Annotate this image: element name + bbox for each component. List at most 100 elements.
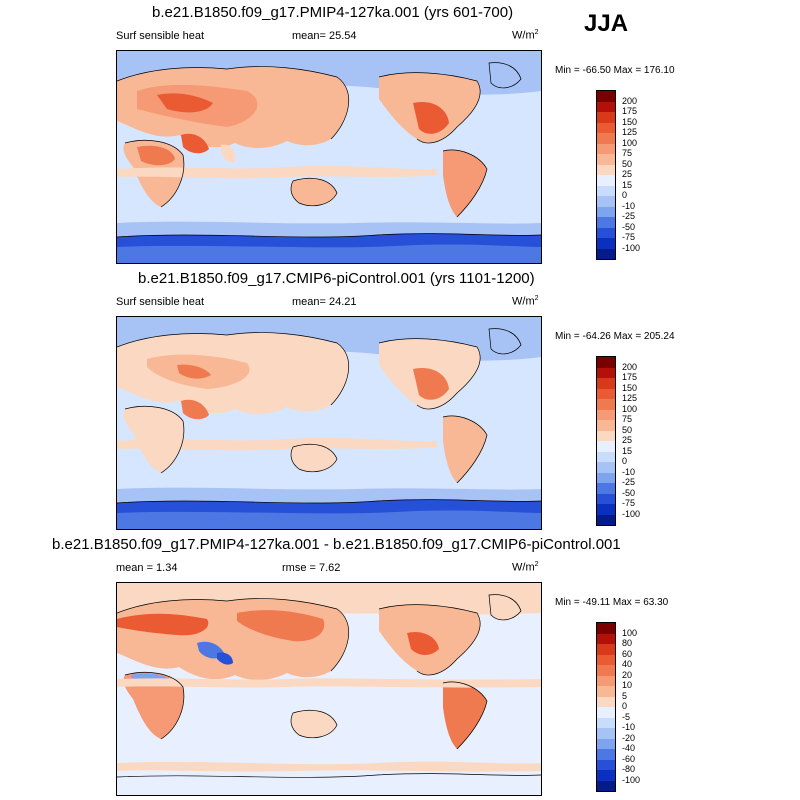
panel-2-colorbar xyxy=(596,356,616,526)
panel-1-colorbar xyxy=(596,90,616,260)
colorbar-segment xyxy=(597,248,615,259)
panel-1-map xyxy=(116,50,542,264)
panel-2-mean-label: mean= 24.21 xyxy=(292,296,357,308)
colorbar-tick-label: 200 xyxy=(622,361,638,372)
colorbar-segment xyxy=(597,514,615,525)
colorbar-segment xyxy=(597,143,615,154)
panel-3-unit-label: W/m2 xyxy=(512,561,539,574)
colorbar-segment xyxy=(597,164,615,175)
panel-1-mean-label: mean= 25.54 xyxy=(292,30,357,42)
colorbar-tick-label: -10 xyxy=(622,722,636,732)
colorbar-segment xyxy=(597,738,615,749)
colorbar-tick-label: -50 xyxy=(622,221,636,232)
colorbar-segment xyxy=(597,483,615,494)
colorbar-tick-label: 50 xyxy=(622,424,633,435)
colorbar-segment xyxy=(597,388,615,399)
colorbar-tick-label: 175 xyxy=(622,372,638,382)
colorbar-segment xyxy=(597,780,615,791)
colorbar-segment xyxy=(597,122,615,133)
panel-3-mean-label: mean = 1.34 xyxy=(116,562,178,574)
colorbar-tick-label: 80 xyxy=(622,638,633,648)
colorbar-segment xyxy=(597,451,615,462)
colorbar-segment xyxy=(597,654,615,665)
colorbar-tick-label: 10 xyxy=(622,680,633,690)
colorbar-tick-label: 150 xyxy=(622,382,638,393)
panel-3-colorbar xyxy=(596,622,616,792)
colorbar-tick-label: -50 xyxy=(622,487,636,498)
colorbar-segment xyxy=(597,675,615,686)
colorbar-tick-label: -75 xyxy=(622,232,636,242)
panel-1-variable-label: Surf sensible heat xyxy=(116,30,205,42)
colorbar-tick-label: -40 xyxy=(622,743,636,753)
panel-1-title: b.e21.B1850.f09_g17.PMIP4-127ka.001 (yrs… xyxy=(152,4,514,21)
colorbar-tick-label: 0 xyxy=(622,190,628,200)
colorbar-tick-label: 125 xyxy=(622,393,638,403)
colorbar-segment xyxy=(597,430,615,441)
colorbar-segment xyxy=(597,420,615,431)
colorbar-tick-label: 0 xyxy=(622,456,628,466)
colorbar-segment xyxy=(597,696,615,707)
colorbar-segment xyxy=(597,644,615,655)
colorbar-segment xyxy=(597,196,615,207)
panel-3-map-graphic xyxy=(117,583,541,795)
colorbar-segment xyxy=(597,504,615,515)
colorbar-tick-label: -100 xyxy=(622,508,641,519)
colorbar-segment xyxy=(597,770,615,781)
colorbar-segment xyxy=(597,154,615,165)
colorbar-segment xyxy=(597,112,615,123)
colorbar-segment xyxy=(597,238,615,249)
colorbar-segment xyxy=(597,399,615,410)
colorbar-tick-label: 5 xyxy=(622,690,628,701)
panel-1-map-graphic xyxy=(117,51,541,263)
colorbar-segment xyxy=(597,227,615,238)
colorbar-segment xyxy=(597,101,615,112)
colorbar-segment xyxy=(597,185,615,196)
colorbar-segment xyxy=(597,749,615,760)
colorbar-tick-label: 175 xyxy=(622,106,638,116)
colorbar-tick-label: -100 xyxy=(622,242,641,253)
colorbar-segment xyxy=(597,357,615,368)
colorbar-tick-label: 40 xyxy=(622,659,633,669)
panel-2-min-max: Min = -64.26 Max = 205.24 xyxy=(555,331,675,342)
colorbar-tick-label: -5 xyxy=(622,711,631,722)
colorbar-tick-label: 100 xyxy=(622,137,638,148)
season-label: JJA xyxy=(584,10,629,37)
colorbar-segment xyxy=(597,91,615,102)
panel-2-unit-label: W/m2 xyxy=(512,295,539,308)
colorbar-segment xyxy=(597,623,615,634)
colorbar-tick-label: -10 xyxy=(622,466,636,477)
colorbar-tick-label: 15 xyxy=(622,445,633,456)
colorbar-segment xyxy=(597,217,615,228)
colorbar-segment xyxy=(597,717,615,728)
colorbar-tick-label: 75 xyxy=(622,414,633,424)
colorbar-tick-label: 125 xyxy=(622,127,638,137)
panel-3-colorbar-labels: 100 80 60 40 20 10 5 0 -5 -10 -20 -40 -60 -80 -100 xyxy=(622,622,662,790)
colorbar-tick-label: 15 xyxy=(622,179,633,190)
colorbar-segment xyxy=(597,409,615,420)
colorbar-tick-label: 100 xyxy=(622,403,638,414)
colorbar-tick-label: 25 xyxy=(622,169,633,179)
colorbar-segment xyxy=(597,367,615,378)
colorbar-tick-label: -75 xyxy=(622,498,636,508)
colorbar-segment xyxy=(597,133,615,144)
panel-1-unit-label: W/m2 xyxy=(512,29,539,42)
colorbar-segment xyxy=(597,378,615,389)
colorbar-tick-label: -25 xyxy=(622,211,636,221)
panel-3-min-max: Min = -49.11 Max = 63.30 xyxy=(555,597,669,608)
panel-3-title: b.e21.B1850.f09_g17.PMIP4-127ka.001 - b.… xyxy=(52,536,621,553)
colorbar-tick-label: -20 xyxy=(622,732,636,743)
colorbar-tick-label: -25 xyxy=(622,477,636,487)
panel-2-colorbar-labels: 200 175 150 125 100 75 50 25 15 0 -10 -25 -50 -75 -100 xyxy=(622,356,662,524)
colorbar-tick-label: 20 xyxy=(622,669,633,680)
colorbar-tick-label: 75 xyxy=(622,148,633,158)
colorbar-tick-label: 100 xyxy=(622,627,638,638)
panel-2-title: b.e21.B1850.f09_g17.CMIP6-piControl.001 … xyxy=(138,270,535,287)
colorbar-segment xyxy=(597,686,615,697)
colorbar-tick-label: -80 xyxy=(622,764,636,774)
colorbar-tick-label: 0 xyxy=(622,701,628,711)
colorbar-tick-label: 60 xyxy=(622,648,633,659)
panel-3-rmse-label: rmse = 7.62 xyxy=(282,562,341,574)
colorbar-segment xyxy=(597,206,615,217)
colorbar-segment xyxy=(597,175,615,186)
panel-1-colorbar-labels: 200 175 150 125 100 75 50 25 15 0 -10 -25 -50 -75 -100 xyxy=(622,90,662,258)
